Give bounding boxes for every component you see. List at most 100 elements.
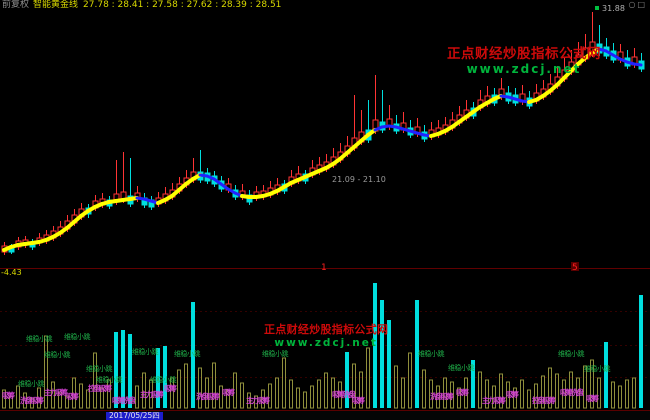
volume-bar bbox=[527, 389, 531, 409]
volume-bar bbox=[9, 395, 13, 409]
volume-bar bbox=[177, 369, 181, 409]
volume-bar bbox=[373, 283, 377, 408]
volume-bar bbox=[555, 373, 559, 409]
volume-bar bbox=[65, 395, 69, 409]
volume-bar bbox=[226, 389, 230, 409]
volume-bar bbox=[520, 379, 524, 409]
volume-bar bbox=[429, 379, 433, 409]
volume-bar bbox=[324, 372, 328, 409]
volume-bar bbox=[485, 379, 489, 409]
axis-month-mark: 1 bbox=[321, 263, 327, 273]
volume-bar bbox=[121, 330, 125, 408]
volume-bar bbox=[548, 367, 552, 409]
volume-bar bbox=[93, 352, 97, 409]
volume-bar bbox=[268, 383, 272, 409]
axis-mark-box bbox=[571, 262, 579, 271]
indicator-name[interactable]: 智能黄金线 bbox=[33, 0, 79, 10]
volume-bar bbox=[107, 379, 111, 409]
volume-bar bbox=[569, 371, 573, 409]
volume-bar bbox=[282, 357, 286, 409]
volume-bar bbox=[604, 342, 608, 408]
volume-bar bbox=[135, 385, 139, 409]
volume-bar bbox=[443, 377, 447, 409]
volume-bar bbox=[303, 391, 307, 409]
volume-bar bbox=[163, 346, 167, 408]
volume-bar bbox=[632, 377, 636, 409]
volume-bar bbox=[338, 381, 342, 409]
volume-bar bbox=[583, 365, 587, 409]
volume-bar bbox=[422, 369, 426, 409]
volume-bar bbox=[590, 359, 594, 409]
volume-bar bbox=[37, 387, 41, 409]
volume-bar bbox=[611, 381, 615, 409]
volume-bar bbox=[51, 381, 55, 409]
volume-bar bbox=[16, 385, 20, 409]
volume-bar bbox=[72, 377, 76, 409]
volume-bar bbox=[191, 302, 195, 408]
volume-bar bbox=[261, 389, 265, 409]
volume-bar bbox=[408, 352, 412, 409]
volume-bar bbox=[415, 300, 419, 408]
volume-bar bbox=[625, 379, 629, 409]
volume-bar bbox=[79, 383, 83, 409]
volume-bar bbox=[499, 373, 503, 409]
period-label: 前复权 bbox=[2, 0, 30, 10]
volume-bar bbox=[100, 387, 104, 409]
volume-bar bbox=[184, 363, 188, 409]
volume-bar bbox=[2, 389, 6, 409]
circle-icon[interactable]: ○ bbox=[628, 0, 638, 9]
status-bar: 2017/05/25四 bbox=[0, 410, 650, 420]
volume-bar bbox=[128, 334, 132, 408]
volume-bar bbox=[457, 387, 461, 409]
indicator-value-label: -4.43 bbox=[1, 268, 22, 277]
volume-bar bbox=[513, 387, 517, 409]
volume-bar bbox=[436, 385, 440, 409]
date-box[interactable]: 2017/05/25四 bbox=[106, 412, 163, 420]
volume-bar bbox=[254, 395, 258, 409]
high-price-label: 31.88 bbox=[602, 4, 625, 13]
indicator-values: 27.78 : 28.41 : 27.58 : 27.62 : 28.39 : … bbox=[83, 0, 282, 10]
volume-bar bbox=[401, 377, 405, 409]
volume-bar bbox=[450, 381, 454, 409]
volume-bar bbox=[275, 377, 279, 409]
volume-bar bbox=[345, 352, 349, 408]
volume-bar bbox=[205, 377, 209, 409]
volume-bar bbox=[219, 385, 223, 409]
volume-bar bbox=[296, 387, 300, 409]
volume-bar bbox=[198, 367, 202, 409]
volume-bar bbox=[359, 371, 363, 409]
volume-bar bbox=[149, 379, 153, 409]
volume-bar bbox=[331, 377, 335, 409]
volume-bar bbox=[478, 371, 482, 409]
volume-bar bbox=[30, 397, 34, 409]
volume-bar bbox=[471, 360, 475, 408]
axis-month-mark: 5 bbox=[572, 263, 578, 273]
volume-bar bbox=[86, 389, 90, 409]
volume-bar bbox=[58, 391, 62, 409]
volume-bar bbox=[23, 392, 27, 409]
volume-bar bbox=[352, 363, 356, 409]
volume-bar bbox=[394, 365, 398, 409]
volume-bar bbox=[156, 348, 160, 408]
square-icon[interactable]: □ bbox=[637, 0, 647, 9]
volume-bar bbox=[247, 392, 251, 409]
volume-bar bbox=[289, 379, 293, 409]
volume-bar bbox=[597, 377, 601, 409]
golden-ma-segment bbox=[632, 62, 643, 67]
volume-bar bbox=[576, 377, 580, 409]
volume-bar bbox=[366, 347, 370, 409]
volume-bar bbox=[639, 295, 643, 408]
volume-bar bbox=[541, 375, 545, 409]
volume-bar bbox=[492, 385, 496, 409]
volume-bar bbox=[212, 362, 216, 409]
volume-bar bbox=[562, 379, 566, 409]
high-marker-icon bbox=[595, 6, 599, 10]
volume-bar bbox=[170, 377, 174, 409]
volume-bar bbox=[534, 383, 538, 409]
volume-bar bbox=[114, 332, 118, 408]
price-range-label: 21.09 - 21.10 bbox=[332, 175, 386, 184]
volume-bar bbox=[240, 382, 244, 409]
volume-bar bbox=[506, 381, 510, 409]
